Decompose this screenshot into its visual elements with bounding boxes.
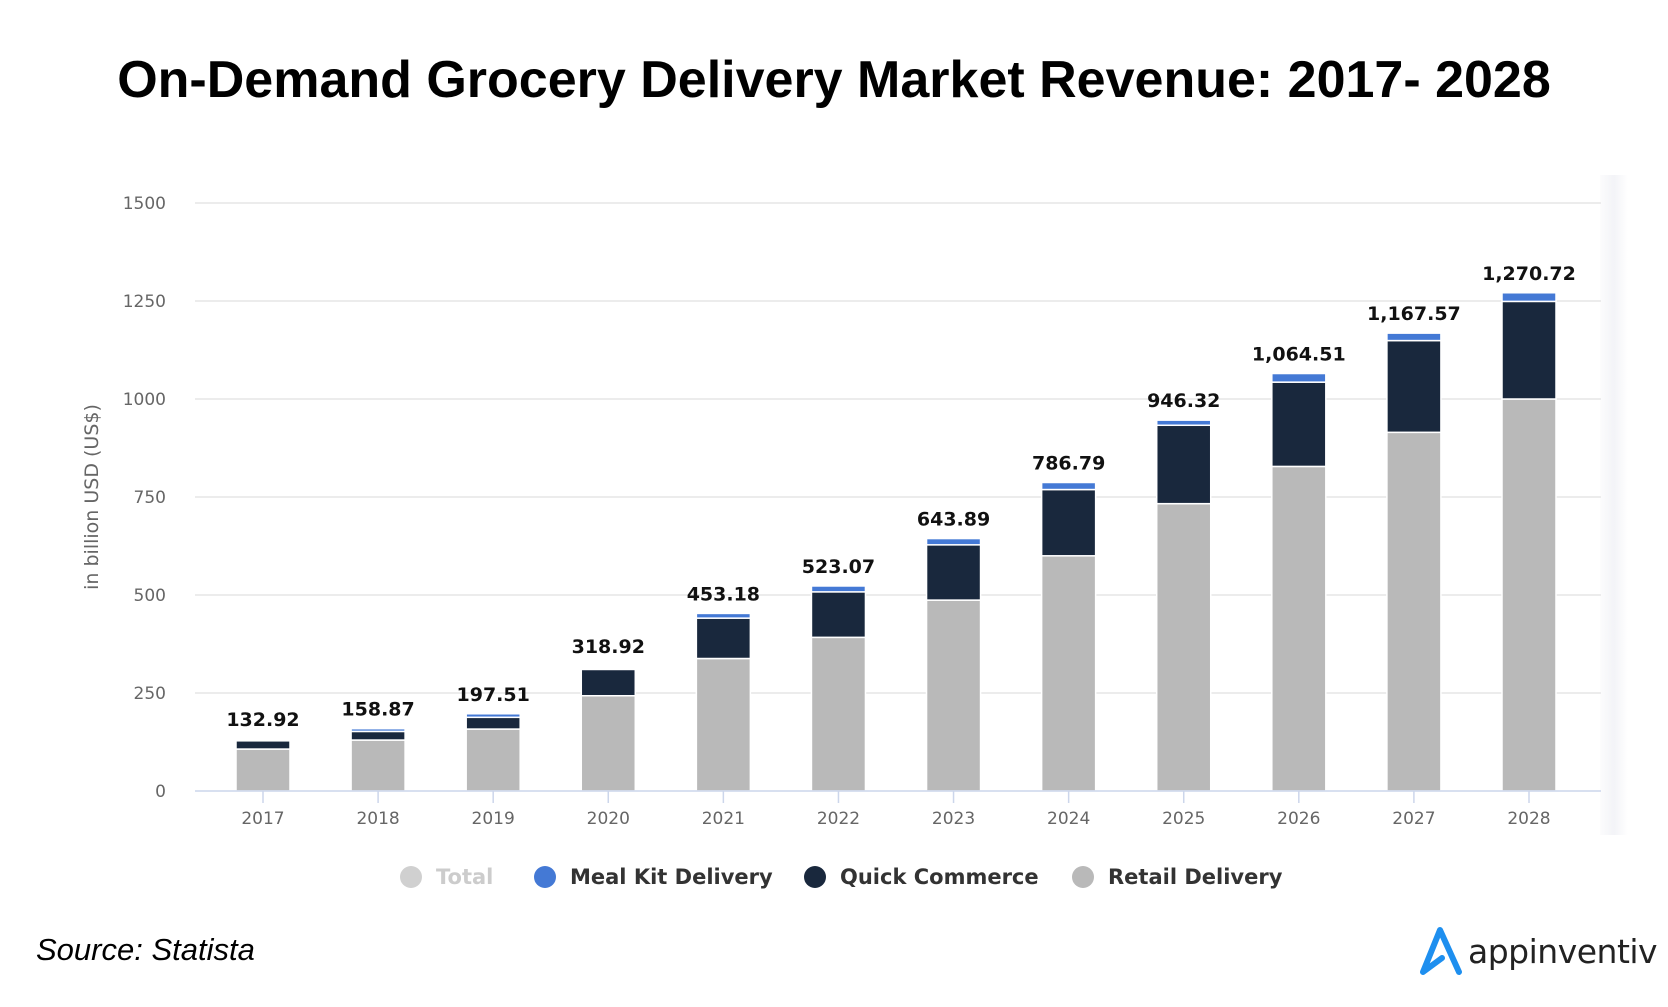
y-tick-label: 0 <box>155 782 166 802</box>
x-tick-label: 2020 <box>587 809 630 829</box>
total-data-label: 1,167.57 <box>1367 303 1461 325</box>
y-axis-ticks: 0 250 500 750 1000 1250 1500 <box>123 194 166 802</box>
x-tick-label: 2025 <box>1162 809 1205 829</box>
legend-label: Retail Delivery <box>1108 865 1283 889</box>
legend-item-meal-kit[interactable]: Meal Kit Delivery <box>534 862 773 892</box>
bar-segment-quick-commerce <box>235 740 291 750</box>
bar-segment-retail <box>1155 502 1212 792</box>
bar-segment-retail <box>1271 465 1327 792</box>
x-tick-label: 2024 <box>1047 809 1090 829</box>
bar-segment-meal-kit <box>1155 419 1212 427</box>
bar-segment-meal-kit <box>810 585 867 593</box>
scroll-shadow <box>1600 175 1628 835</box>
legend-label: Total <box>436 865 494 889</box>
legend-item-total[interactable]: Total <box>400 862 493 892</box>
y-tick-label: 1000 <box>123 390 166 410</box>
bar-segment-retail <box>580 694 637 792</box>
legend-item-quick-commerce[interactable]: Quick Commerce <box>804 862 1039 892</box>
logo-text: appinventiv <box>1468 931 1658 971</box>
bars <box>235 292 1557 792</box>
bar-segment-quick-commerce <box>925 544 982 601</box>
bar-segment-meal-kit <box>1271 372 1327 383</box>
source-note: Source: Statista <box>36 932 255 967</box>
bar-segment-quick-commerce <box>1040 488 1097 557</box>
total-data-label: 1,064.51 <box>1252 344 1346 366</box>
bar-segment-meal-kit <box>465 713 521 719</box>
bar-segment-meal-kit <box>1386 332 1442 342</box>
legend-item-retail[interactable]: Retail Delivery <box>1072 862 1282 892</box>
gridlines <box>195 202 1601 694</box>
y-tick-label: 1250 <box>123 292 166 312</box>
bar-segment-retail <box>1501 398 1557 792</box>
bar-segment-quick-commerce <box>350 730 406 741</box>
y-tick-label: 500 <box>134 586 166 606</box>
bar-segment-quick-commerce <box>695 617 752 660</box>
bar-segment-meal-kit <box>695 612 752 619</box>
appinventiv-a-icon <box>1420 927 1462 975</box>
legend-dot-quick-commerce-icon <box>804 866 826 888</box>
y-tick-label: 1500 <box>123 194 166 214</box>
bar-segment-quick-commerce <box>810 591 867 639</box>
x-tick-label: 2028 <box>1507 809 1550 829</box>
bar-segment-quick-commerce <box>1271 381 1327 468</box>
bar-segment-quick-commerce <box>1386 339 1442 434</box>
y-tick-label: 750 <box>134 488 166 508</box>
legend-dot-retail-icon <box>1072 866 1094 888</box>
bar-segment-retail <box>810 636 867 792</box>
total-data-label: 643.89 <box>917 509 990 531</box>
total-data-label: 318.92 <box>572 636 645 658</box>
bar-segment-meal-kit <box>1501 292 1557 303</box>
x-axis: 2017 2018 2019 2020 2021 2022 2023 2024 2025 2026… <box>195 790 1601 829</box>
bar-segment-retail <box>925 599 982 792</box>
bar-segment-retail <box>465 728 521 792</box>
total-data-label: 786.79 <box>1032 452 1105 474</box>
bar-segment-meal-kit <box>925 537 982 546</box>
bar-segment-retail <box>1386 431 1442 792</box>
total-data-label: 946.32 <box>1147 390 1220 412</box>
legend-dot-total-icon <box>400 866 422 888</box>
legend-label: Quick Commerce <box>840 865 1039 889</box>
total-data-label: 1,270.72 <box>1482 263 1576 285</box>
total-data-label: 523.07 <box>802 556 875 578</box>
bar-segment-meal-kit <box>1040 481 1097 491</box>
y-axis-title: in billion USD (US$) <box>81 404 103 590</box>
data-labels: 132.92 158.87 197.51 318.92 453.18 523.07 643.… <box>226 263 1576 731</box>
bar-segment-quick-commerce <box>1501 300 1557 400</box>
stacked-bar-chart: 0 250 500 750 1000 1250 1500 in billion USD (U… <box>81 194 1601 829</box>
y-tick-label: 250 <box>134 684 166 704</box>
legend: Total Meal Kit Delivery Quick Commerce R… <box>0 862 1668 892</box>
x-tick-label: 2027 <box>1392 809 1435 829</box>
x-tick-label: 2023 <box>932 809 975 829</box>
bar-segment-retail <box>1040 555 1097 792</box>
bar-segment-quick-commerce <box>1155 424 1212 505</box>
legend-label: Meal Kit Delivery <box>570 865 773 889</box>
x-tick-label: 2021 <box>702 809 745 829</box>
total-data-label: 453.18 <box>687 583 760 605</box>
bar-segment-retail <box>350 739 406 792</box>
x-tick-label: 2018 <box>356 809 399 829</box>
x-tick-label: 2022 <box>817 809 860 829</box>
bar-segment-retail <box>235 748 291 792</box>
bar-segment-quick-commerce <box>580 668 637 697</box>
total-data-label: 158.87 <box>341 699 414 721</box>
x-tick-label: 2019 <box>472 809 515 829</box>
bar-segment-quick-commerce <box>465 716 521 730</box>
bar-segment-meal-kit <box>350 727 406 733</box>
bar-segment-retail <box>695 657 752 792</box>
total-data-label: 197.51 <box>457 684 530 706</box>
x-tick-label: 2017 <box>241 809 284 829</box>
legend-dot-meal-kit-icon <box>534 866 556 888</box>
brand-logo: appinventiv <box>1418 926 1658 976</box>
chart-title: On-Demand Grocery Delivery Market Revenu… <box>117 51 1551 109</box>
x-tick-label: 2026 <box>1277 809 1320 829</box>
total-data-label: 132.92 <box>226 709 299 731</box>
